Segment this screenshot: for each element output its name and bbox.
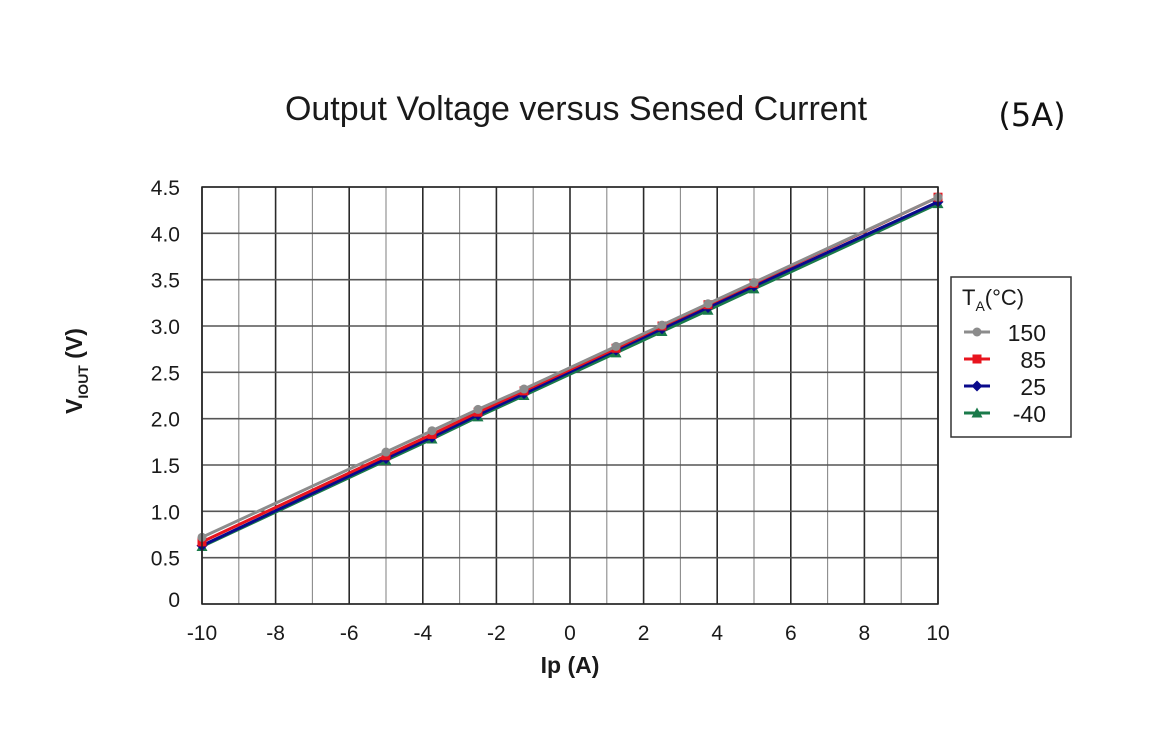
data-point xyxy=(657,320,667,330)
x-tick-label: 4 xyxy=(711,622,723,645)
y-tick-label: 0 xyxy=(168,589,180,612)
x-tick-label: 10 xyxy=(926,622,949,645)
series-150 xyxy=(197,192,943,542)
plot-frame xyxy=(201,186,939,605)
x-tick-label: 0 xyxy=(564,622,576,645)
series-line xyxy=(201,202,939,548)
data-point xyxy=(611,341,621,351)
legend-title-main: T xyxy=(962,285,975,310)
data-point xyxy=(972,354,982,364)
legend-label: 150 xyxy=(1008,320,1046,346)
x-tick-label: -2 xyxy=(487,622,506,645)
x-tick-label: 2 xyxy=(638,622,650,645)
data-point xyxy=(971,407,983,418)
x-tick-label: 8 xyxy=(859,622,871,645)
legend-label: 85 xyxy=(1020,347,1046,373)
legend-title: TA(°C) xyxy=(962,285,1024,314)
y-axis-label-sub: IOUT xyxy=(75,365,91,399)
x-tick-labels: -10 -8 -6 -4 -2 0 2 4 6 8 10 xyxy=(187,622,950,645)
data-point xyxy=(473,404,483,414)
y-tick-label: 4.5 xyxy=(151,177,180,200)
data-point xyxy=(703,299,713,309)
legend-title-unit: (°C) xyxy=(985,285,1024,310)
y-tick-label: 2.5 xyxy=(151,362,180,385)
x-tick-label: -4 xyxy=(413,622,432,645)
data-point xyxy=(971,380,983,392)
legend-entry: 85 xyxy=(964,347,1046,373)
y-axis-label-unit: (V) xyxy=(61,328,87,365)
x-tick-label: -10 xyxy=(187,622,217,645)
chart-badge: (5A) xyxy=(998,96,1065,134)
data-point xyxy=(427,426,437,436)
series-line xyxy=(201,200,939,547)
series-group xyxy=(196,192,944,552)
y-tick-label: 0.5 xyxy=(151,548,180,571)
x-axis-label: Ip (A) xyxy=(541,652,600,678)
x-tick-label: -6 xyxy=(340,622,359,645)
legend-entry: 25 xyxy=(964,374,1046,400)
data-point xyxy=(381,447,391,457)
legend-entry: 150 xyxy=(964,320,1046,346)
y-tick-labels: 0 0.5 1.0 1.5 2.0 2.5 3.0 3.5 4.0 4.5 xyxy=(151,177,180,612)
x-tick-label: -8 xyxy=(266,622,285,645)
data-point xyxy=(749,277,759,287)
y-tick-label: 3.5 xyxy=(151,270,180,293)
legend-entry: -40 xyxy=(964,401,1046,427)
y-tick-label: 4.0 xyxy=(151,223,180,246)
y-tick-label: 1.0 xyxy=(151,501,180,524)
legend-label: 25 xyxy=(1020,374,1046,400)
y-axis-label-main: V xyxy=(61,398,87,414)
data-point xyxy=(519,384,529,394)
legend-title-sub: A xyxy=(975,298,985,314)
x-tick-label: 6 xyxy=(785,622,797,645)
y-tick-label: 2.0 xyxy=(151,409,180,432)
legend-label: -40 xyxy=(1013,401,1046,427)
chart-title: Output Voltage versus Sensed Current xyxy=(285,90,868,128)
y-tick-label: 1.5 xyxy=(151,455,180,478)
y-axis-label: VIOUT (V) xyxy=(61,328,91,414)
series-line xyxy=(201,195,939,539)
legend-box xyxy=(950,276,1072,438)
data-point xyxy=(972,327,982,337)
y-tick-label: 3.0 xyxy=(151,316,180,339)
